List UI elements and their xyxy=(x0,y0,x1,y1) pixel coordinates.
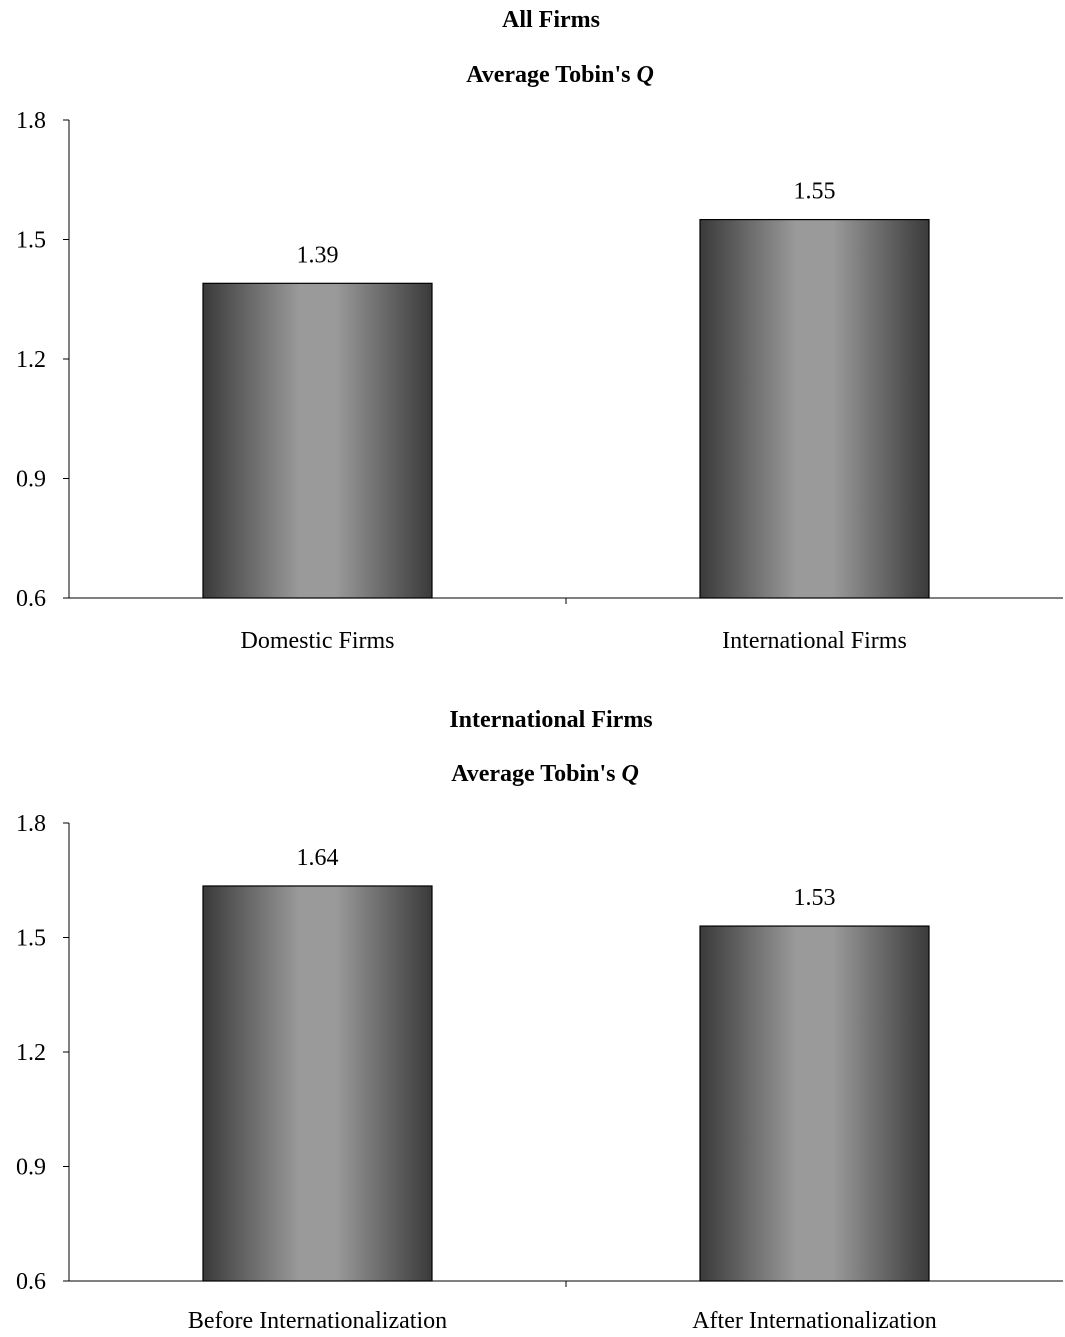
y-tick-label: 1.2 xyxy=(16,347,46,373)
bar xyxy=(699,925,930,1282)
plot-area: 0.6 0.9 1.2 1.5 1.8 1.64 Before Internationali… xyxy=(16,811,1063,1334)
data-label: 1.39 xyxy=(297,242,339,268)
y-tick-label: 1.2 xyxy=(16,1040,46,1066)
chart-international-firms: International Firms Average Tobin's Q 0.… xyxy=(16,707,1063,1334)
plot-area: 0.6 0.9 1.2 1.5 1.8 1.39 Domestic Firms 1.55 Int… xyxy=(16,108,1063,654)
y-tick-label: 1.5 xyxy=(16,926,46,952)
chart-subtitle: Average Tobin's Q xyxy=(451,761,639,787)
chart-subtitle-q: Q xyxy=(621,761,638,787)
chart-subtitle: Average Tobin's Q xyxy=(466,62,654,88)
data-label: 1.64 xyxy=(297,845,339,871)
y-tick-label: 0.6 xyxy=(16,1269,46,1295)
data-label: 1.55 xyxy=(794,179,836,205)
chart-subtitle-prefix: Average Tobin's xyxy=(451,761,621,787)
chart-subtitle-q: Q xyxy=(636,62,653,88)
x-category-label: International Firms xyxy=(722,628,907,654)
y-tick-label: 0.6 xyxy=(16,586,46,612)
data-label: 1.53 xyxy=(794,885,836,911)
x-category-label: Before Internationalization xyxy=(188,1308,447,1334)
y-tick-label: 0.9 xyxy=(16,467,46,493)
y-tick-label: 1.8 xyxy=(16,108,46,134)
y-tick-label: 0.9 xyxy=(16,1155,46,1181)
bar xyxy=(699,218,930,599)
chart-all-firms: All Firms Average Tobin's Q 0.6 0.9 1.2 1.5… xyxy=(16,7,1063,654)
y-tick-label: 1.5 xyxy=(16,228,46,254)
chart-title: All Firms xyxy=(502,7,600,33)
chart-title: International Firms xyxy=(449,707,652,733)
bar xyxy=(202,885,433,1282)
bar xyxy=(202,282,433,599)
x-category-label: Domestic Firms xyxy=(241,628,395,654)
chart-subtitle-prefix: Average Tobin's xyxy=(466,62,636,88)
y-tick-label: 1.8 xyxy=(16,811,46,837)
x-category-label: After Internationalization xyxy=(692,1308,937,1334)
